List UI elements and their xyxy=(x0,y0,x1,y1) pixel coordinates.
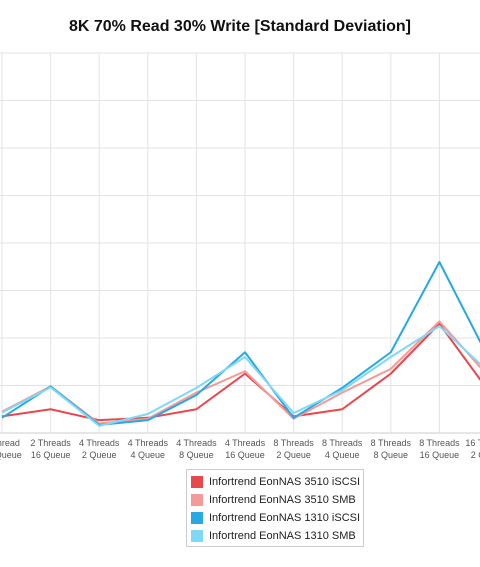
legend-item: Infortrend EonNAS 1310 SMB xyxy=(191,527,363,545)
x-tick-label: 1 Thread16 Queue xyxy=(0,438,22,460)
legend-label: Infortrend EonNAS 1310 iSCSI xyxy=(209,512,361,524)
series-line-2 xyxy=(1,261,480,426)
legend-label: Infortrend EonNAS 3510 SMB xyxy=(209,494,356,506)
series-line-3 xyxy=(1,325,480,427)
legend-item: Infortrend EonNAS 3510 SMB xyxy=(191,491,363,509)
x-tick-label: 8 Threads 8 Queue xyxy=(371,438,412,460)
legend: Infortrend EonNAS 3510 iSCSI Infortrend E… xyxy=(186,469,364,547)
legend-item: Infortrend EonNAS 3510 iSCSI xyxy=(191,473,363,491)
series-line-1 xyxy=(1,320,480,425)
series-lines xyxy=(1,261,480,427)
x-tick-label: 8 Threads 16 Queue xyxy=(419,438,460,460)
x-tick-label: 8 Threads 2 Queue xyxy=(273,438,314,460)
legend-swatch xyxy=(191,512,203,524)
legend-label: Infortrend EonNAS 3510 iSCSI xyxy=(209,476,361,488)
legend-label: Infortrend EonNAS 1310 SMB xyxy=(209,530,356,542)
x-tick-label: 8 Threads 4 Queue xyxy=(322,438,363,460)
legend-swatch xyxy=(191,494,203,506)
x-tick-label: 4 Threads 16 Queue xyxy=(225,438,266,460)
x-tick-label: 2 Threads 16 Queue xyxy=(30,438,71,460)
legend-swatch xyxy=(191,530,203,542)
gridlines xyxy=(0,52,480,434)
x-tick-label: 4 Threads 4 Queue xyxy=(128,438,169,460)
legend-swatch xyxy=(191,476,203,488)
x-tick-label: 4 Threads 8 Queue xyxy=(176,438,217,460)
series-line-0 xyxy=(1,322,480,422)
legend-item: Infortrend EonNAS 1310 iSCSI xyxy=(191,509,363,527)
x-tick-label: 4 Threads 2 Queue xyxy=(79,438,120,460)
chart-title: 8K 70% Read 30% Write [Standard Deviatio… xyxy=(68,18,412,35)
